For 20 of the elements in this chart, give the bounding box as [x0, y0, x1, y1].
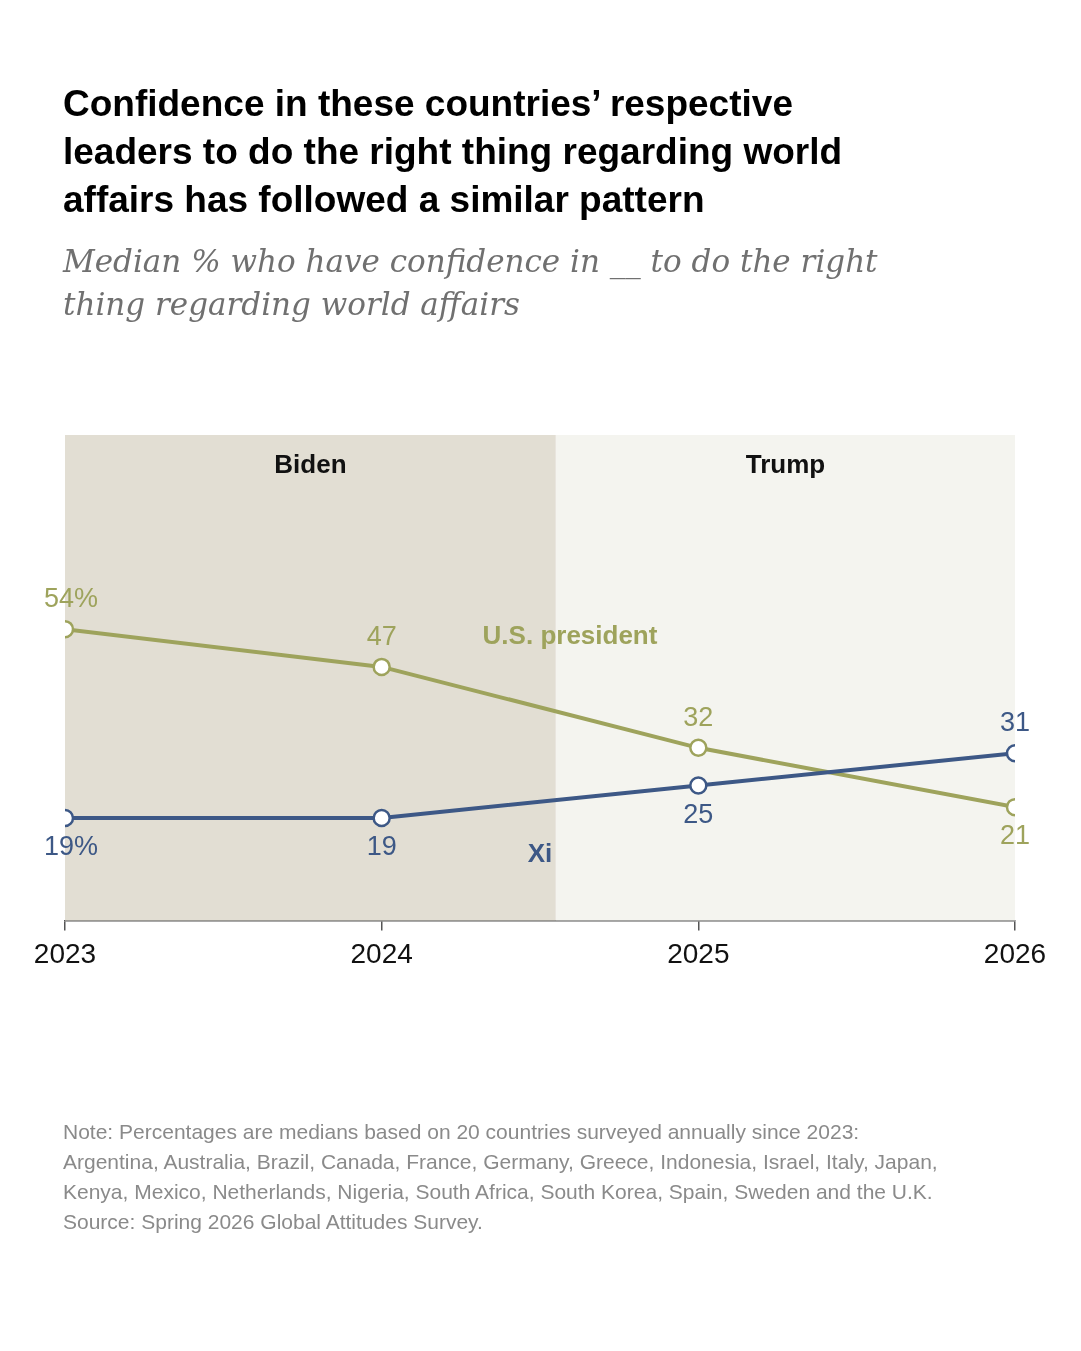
chart-title: Confidence in these countries’ respective leaders to do the right thing regarding world affairs has followed a similar pattern	[63, 82, 844, 222]
chart-subtitle: Median % who have confidence in __ to do the right thing regarding world affairs	[63, 242, 879, 324]
x-tick-label: 2023	[33, 937, 97, 969]
x-tick-label: 2025	[667, 937, 730, 969]
data-label: 21	[999, 820, 1031, 851]
data-label: 54%	[43, 583, 99, 614]
band-label: Biden	[274, 449, 347, 480]
data-label: 25	[683, 798, 714, 829]
text: Note: Percentages are medians based on 20 countries surveyed annually since 2023: Argentina, Australia, Brazil, Canada, France, Germany, Greece, Indonesia, Israel, Italy, Japan, Kenya, Mexico, Netherlands, Nigeria, South Africa, South Korea, Spain, Sweden and the U.K.	[63, 1119, 939, 1205]
series-label: Xi	[527, 837, 553, 868]
x-tick-label: 2024	[350, 937, 413, 969]
data-label: 32	[683, 701, 714, 732]
data-label: 19%	[43, 830, 99, 861]
data-label: 19	[366, 830, 397, 861]
data-label: 47	[366, 620, 397, 651]
band-label: Trump	[745, 449, 826, 480]
x-tick-label: 2026	[983, 937, 1047, 969]
series-label: U.S. president	[482, 619, 658, 650]
data-label: 31	[999, 707, 1031, 738]
source-note: Source: Spring 2026 Global Attitudes Survey.	[63, 1209, 484, 1235]
